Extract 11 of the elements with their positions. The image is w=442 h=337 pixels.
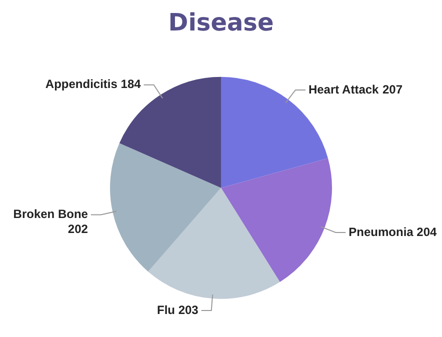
slice-label: Appendicitis (45, 77, 118, 92)
slice-label: Flu (157, 302, 175, 317)
data-label: 184 (120, 77, 142, 92)
slice-label: Broken Bone (13, 207, 88, 222)
chart-title: Disease (168, 8, 274, 37)
data-label: 207 (382, 82, 403, 96)
data-label: 204 (416, 224, 437, 239)
slice-label: Pneumonia (348, 224, 414, 239)
data-label: 202 (68, 222, 88, 236)
slice-label: Heart Attack (308, 82, 380, 96)
data-label: 203 (178, 302, 199, 317)
